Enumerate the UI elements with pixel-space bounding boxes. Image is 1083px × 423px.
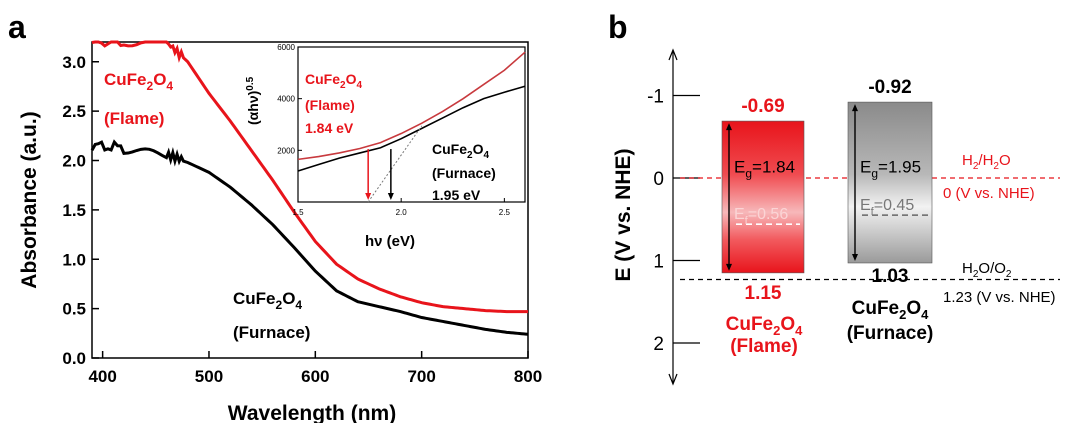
band-diagram: -1 0 1 2 E (V vs. NHE) Eg=1.84 Ef=0.56 -0.69 1… — [612, 48, 1060, 386]
inset-x-axis-label: hν (eV) — [365, 233, 415, 250]
main-axis-ticks: 400 500 600 700 800 0.0 0.5 1.0 1.5 2.0 2.5 3.0 — [62, 53, 542, 386]
energy-tick-label: -1 — [647, 87, 664, 108]
panel-b-letter: b — [608, 9, 628, 45]
fermi-level-label-1: Ef=0.45 — [860, 197, 914, 218]
inset-series-line-1 — [297, 85, 526, 172]
inset-y-tick-label: 2000 — [277, 146, 295, 155]
cb-edge-label-0: -0.69 — [741, 96, 784, 117]
band-bar-1 — [847, 101, 933, 264]
band-gap-label-0: Eg=1.84 — [734, 158, 795, 181]
tauc-inset-chart: 1.5 2.0 2.5 2000 4000 6000 hν (eV) (αhν)0.5 C… — [245, 43, 526, 250]
main-flame-label-line1: CuFe2O4 — [104, 70, 173, 93]
energy-axis-label: E (V vs. NHE) — [612, 148, 635, 281]
main-x-tick-label: 800 — [514, 367, 542, 386]
band-flame-name-line2: (Flame) — [730, 336, 798, 357]
main-y-tick-label: 1.5 — [62, 201, 86, 220]
main-y-tick-label: 0.0 — [62, 349, 86, 368]
energy-axis-arrow-bottom — [668, 373, 678, 386]
energy-tick-label: 2 — [653, 334, 664, 355]
main-y-tick-label: 2.5 — [62, 102, 86, 121]
energy-tick-label: 1 — [653, 252, 664, 273]
main-x-tick-label: 400 — [88, 367, 116, 386]
main-flame-label-line2: (Flame) — [104, 109, 164, 128]
inset-bandgap-arrowhead-0 — [365, 193, 372, 200]
main-series-line-0 — [91, 40, 528, 314]
h2-h2o-label: H2/H2O — [962, 152, 1011, 172]
inset-furnace-label-line1: CuFe2O4 — [432, 141, 489, 161]
inset-series — [297, 51, 526, 203]
inset-y-axis-label: (αhν)0.5 — [245, 76, 261, 125]
main-series-line-1 — [90, 139, 529, 336]
eg-symbol: E — [860, 158, 871, 177]
inset-x-tick-label: 2.0 — [396, 208, 408, 217]
main-y-tick-label: 1.0 — [62, 250, 86, 269]
main-x-axis-label: Wavelength (nm) — [228, 402, 396, 423]
eg-symbol: E — [734, 158, 745, 177]
main-x-tick-label: 700 — [407, 367, 435, 386]
main-y-tick-label: 2.0 — [62, 152, 86, 171]
band-gap-label-1: Eg=1.95 — [860, 158, 921, 181]
main-y-axis-label: Absorbance (a.u.) — [18, 111, 41, 288]
cb-edge-label-1: -0.92 — [868, 77, 911, 98]
inset-bandgap-arrowhead-1 — [387, 193, 394, 200]
absorbance-chart: 400 500 600 700 800 0.0 0.5 1.0 1.5 2.0 2.5 3.0 Wav… — [18, 40, 542, 423]
inset-y-tick-label: 4000 — [277, 95, 295, 104]
inset-x-tick-label: 2.5 — [499, 208, 511, 217]
inset-x-tick-label: 1.5 — [292, 208, 304, 217]
inset-y-tick-label: 6000 — [277, 43, 295, 52]
vb-edge-label-0: 1.15 — [745, 283, 782, 304]
vb-edge-label-1: 1.03 — [872, 266, 909, 287]
inset-plot-frame — [297, 46, 526, 203]
h2o-o2-potential-label: 1.23 (V vs. NHE) — [943, 289, 1056, 306]
main-x-tick-label: 500 — [195, 367, 223, 386]
energy-axis-ticks: -1 0 1 2 — [647, 87, 700, 355]
band-bar-0 — [721, 120, 805, 274]
inset-flame-label-line2: (Flame) — [305, 97, 355, 113]
h2o-o2-label: H2O/O2 — [962, 260, 1012, 280]
inset-flame-label-line3: 1.84 eV — [305, 120, 354, 136]
main-x-tick-label: 600 — [301, 367, 329, 386]
energy-tick-label: 0 — [653, 169, 664, 190]
main-y-tick-label: 0.5 — [62, 300, 86, 319]
main-furnace-label-line2: (Furnace) — [233, 323, 310, 342]
band-flame-name-line1: CuFe2O4 — [726, 314, 804, 338]
fermi-level-label-0: Ef=0.56 — [734, 206, 788, 227]
inset-axis-ticks: 1.5 2.0 2.5 2000 4000 6000 — [277, 43, 510, 217]
energy-axis-arrow-top — [668, 48, 678, 61]
inset-flame-label-line1: CuFe2O4 — [305, 71, 362, 91]
inset-furnace-label-line3: 1.95 eV — [432, 187, 481, 203]
main-series — [90, 40, 529, 336]
main-plot-frame — [91, 41, 529, 359]
main-furnace-label-line1: CuFe2O4 — [233, 289, 302, 312]
panel-a-letter: a — [8, 9, 26, 45]
band-bars: Eg=1.84 Ef=0.56 -0.69 1.15 Eg=1.95 Ef=0.45 -0.… — [721, 77, 933, 304]
inset-furnace-label-line2: (Furnace) — [432, 165, 496, 181]
band-furnace-name-line2: (Furnace) — [847, 323, 934, 344]
band-furnace-name-line1: CuFe2O4 — [852, 298, 930, 322]
inset-fit-line — [367, 125, 423, 203]
h2-h2o-potential-label: 0 (V vs. NHE) — [943, 185, 1035, 202]
inset-series-line-0 — [297, 51, 526, 161]
main-y-tick-label: 3.0 — [62, 53, 86, 72]
